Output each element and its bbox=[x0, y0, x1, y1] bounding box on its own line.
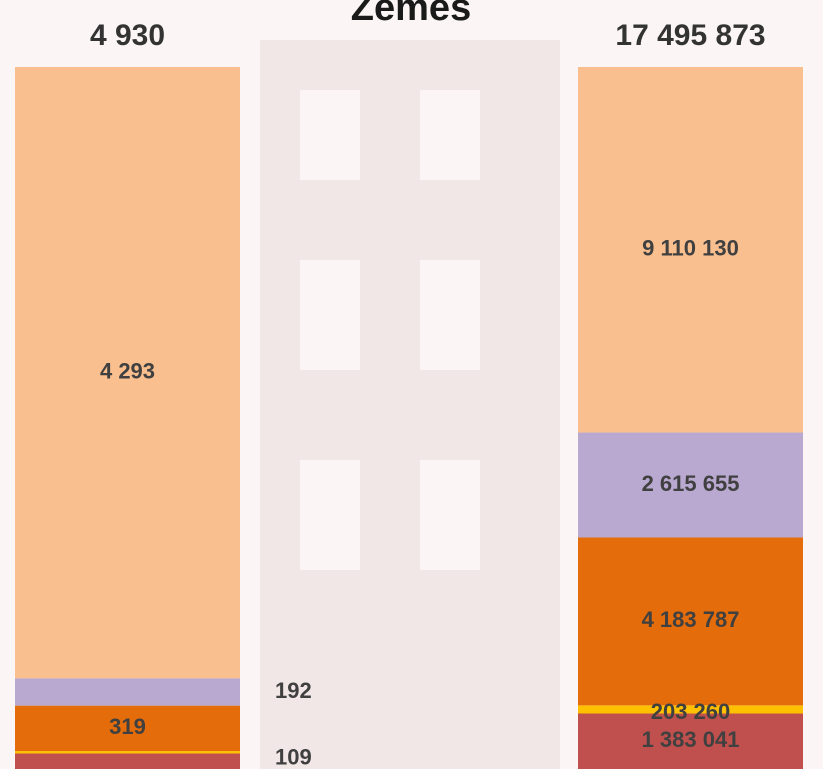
bar-segment bbox=[578, 432, 803, 538]
chart-title: Zemes bbox=[351, 0, 471, 29]
value-label: 319 bbox=[109, 714, 146, 739]
value-label: 109 bbox=[275, 744, 312, 769]
background-building bbox=[260, 40, 560, 769]
value-label: 203 260 bbox=[651, 699, 731, 724]
bar-segment bbox=[15, 67, 240, 679]
bar-segment bbox=[15, 678, 240, 706]
value-label: 4 183 787 bbox=[642, 607, 740, 632]
bar-segment bbox=[578, 67, 803, 433]
bar-segment bbox=[15, 751, 240, 754]
value-label: 1 383 041 bbox=[642, 727, 740, 752]
value-label: 192 bbox=[275, 678, 312, 703]
total-label: 17 495 873 bbox=[615, 19, 765, 52]
bar-segment bbox=[578, 537, 803, 706]
value-label: 4 293 bbox=[100, 358, 155, 383]
bar-segment bbox=[15, 705, 240, 752]
bar-segment bbox=[578, 713, 803, 769]
value-label: 2 615 655 bbox=[642, 471, 740, 496]
bar-segment bbox=[15, 753, 240, 769]
total-label: 4 930 bbox=[90, 19, 165, 52]
value-label: 9 110 130 bbox=[642, 236, 739, 261]
bar-segment bbox=[578, 705, 803, 714]
